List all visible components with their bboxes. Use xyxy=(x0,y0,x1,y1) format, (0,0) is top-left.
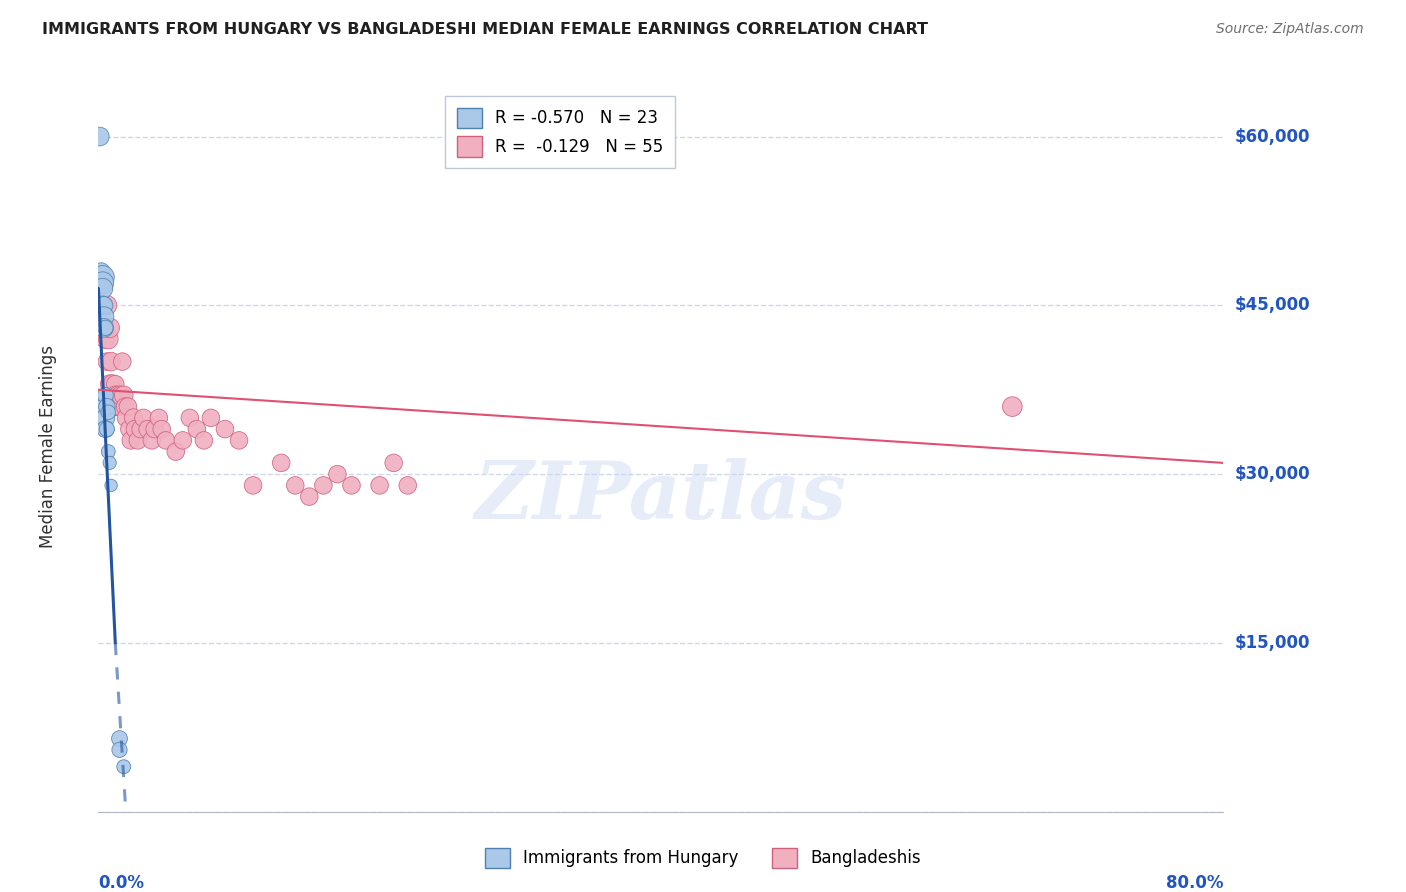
Point xyxy=(94,332,117,346)
Point xyxy=(108,743,131,757)
Text: IMMIGRANTS FROM HUNGARY VS BANGLADESHI MEDIAN FEMALE EARNINGS CORRELATION CHART: IMMIGRANTS FROM HUNGARY VS BANGLADESHI M… xyxy=(42,22,928,37)
Point xyxy=(94,410,117,425)
Point xyxy=(150,422,173,436)
Point xyxy=(112,760,135,774)
Point xyxy=(228,434,250,448)
Point xyxy=(108,731,131,746)
Point xyxy=(111,354,134,368)
Point xyxy=(200,410,222,425)
Point xyxy=(312,478,335,492)
Point xyxy=(148,410,170,425)
Point xyxy=(93,321,115,335)
Point xyxy=(118,422,141,436)
Point xyxy=(105,400,128,414)
Point xyxy=(89,129,111,144)
Point xyxy=(179,410,201,425)
Point xyxy=(368,478,391,492)
Point xyxy=(193,434,215,448)
Point xyxy=(186,422,208,436)
Point xyxy=(165,444,187,458)
Point xyxy=(96,298,118,312)
Point xyxy=(91,298,114,312)
Point xyxy=(96,354,118,368)
Point xyxy=(94,388,117,402)
Point xyxy=(141,434,163,448)
Point xyxy=(94,422,117,436)
Text: 80.0%: 80.0% xyxy=(1166,873,1223,892)
Point xyxy=(97,405,120,419)
Point xyxy=(104,377,127,392)
Text: $60,000: $60,000 xyxy=(1234,128,1310,145)
Point xyxy=(270,456,292,470)
Point xyxy=(172,434,194,448)
Point xyxy=(91,276,114,290)
Legend: Immigrants from Hungary, Bangladeshis: Immigrants from Hungary, Bangladeshis xyxy=(478,841,928,875)
Point xyxy=(101,388,124,402)
Point xyxy=(396,478,419,492)
Point xyxy=(91,276,114,290)
Point xyxy=(96,422,118,436)
Point xyxy=(127,434,149,448)
Legend: R = -0.570   N = 23, R =  -0.129   N = 55: R = -0.570 N = 23, R = -0.129 N = 55 xyxy=(446,96,675,169)
Point xyxy=(93,310,115,324)
Text: $30,000: $30,000 xyxy=(1234,465,1310,483)
Point xyxy=(93,400,115,414)
Point xyxy=(110,388,132,402)
Point xyxy=(298,490,321,504)
Point xyxy=(214,422,236,436)
Point xyxy=(120,434,142,448)
Text: $15,000: $15,000 xyxy=(1234,634,1310,652)
Point xyxy=(101,377,124,392)
Text: ZIPatlas: ZIPatlas xyxy=(475,458,846,536)
Point xyxy=(122,410,145,425)
Point xyxy=(143,422,166,436)
Point xyxy=(284,478,307,492)
Point xyxy=(100,478,122,492)
Point xyxy=(98,377,121,392)
Point xyxy=(340,478,363,492)
Point xyxy=(382,456,405,470)
Point xyxy=(98,456,121,470)
Point xyxy=(91,281,114,295)
Point xyxy=(96,400,118,414)
Point xyxy=(132,410,155,425)
Point xyxy=(94,321,117,335)
Point xyxy=(100,354,122,368)
Point xyxy=(326,467,349,482)
Point xyxy=(115,410,138,425)
Point xyxy=(97,332,120,346)
Point xyxy=(112,388,135,402)
Point xyxy=(117,400,139,414)
Point xyxy=(242,478,264,492)
Point xyxy=(114,400,136,414)
Point xyxy=(107,388,129,402)
Point xyxy=(129,422,152,436)
Point xyxy=(90,264,112,278)
Point xyxy=(98,321,121,335)
Point xyxy=(103,400,125,414)
Text: Median Female Earnings: Median Female Earnings xyxy=(39,344,56,548)
Text: Source: ZipAtlas.com: Source: ZipAtlas.com xyxy=(1216,22,1364,37)
Point xyxy=(124,422,146,436)
Point xyxy=(155,434,177,448)
Point xyxy=(108,400,131,414)
Point xyxy=(93,321,115,335)
Point xyxy=(93,298,115,312)
Text: $45,000: $45,000 xyxy=(1234,296,1310,314)
Point xyxy=(91,270,114,285)
Point xyxy=(1001,400,1024,414)
Point xyxy=(104,388,127,402)
Point xyxy=(136,422,159,436)
Point xyxy=(97,444,120,458)
Text: 0.0%: 0.0% xyxy=(98,873,145,892)
